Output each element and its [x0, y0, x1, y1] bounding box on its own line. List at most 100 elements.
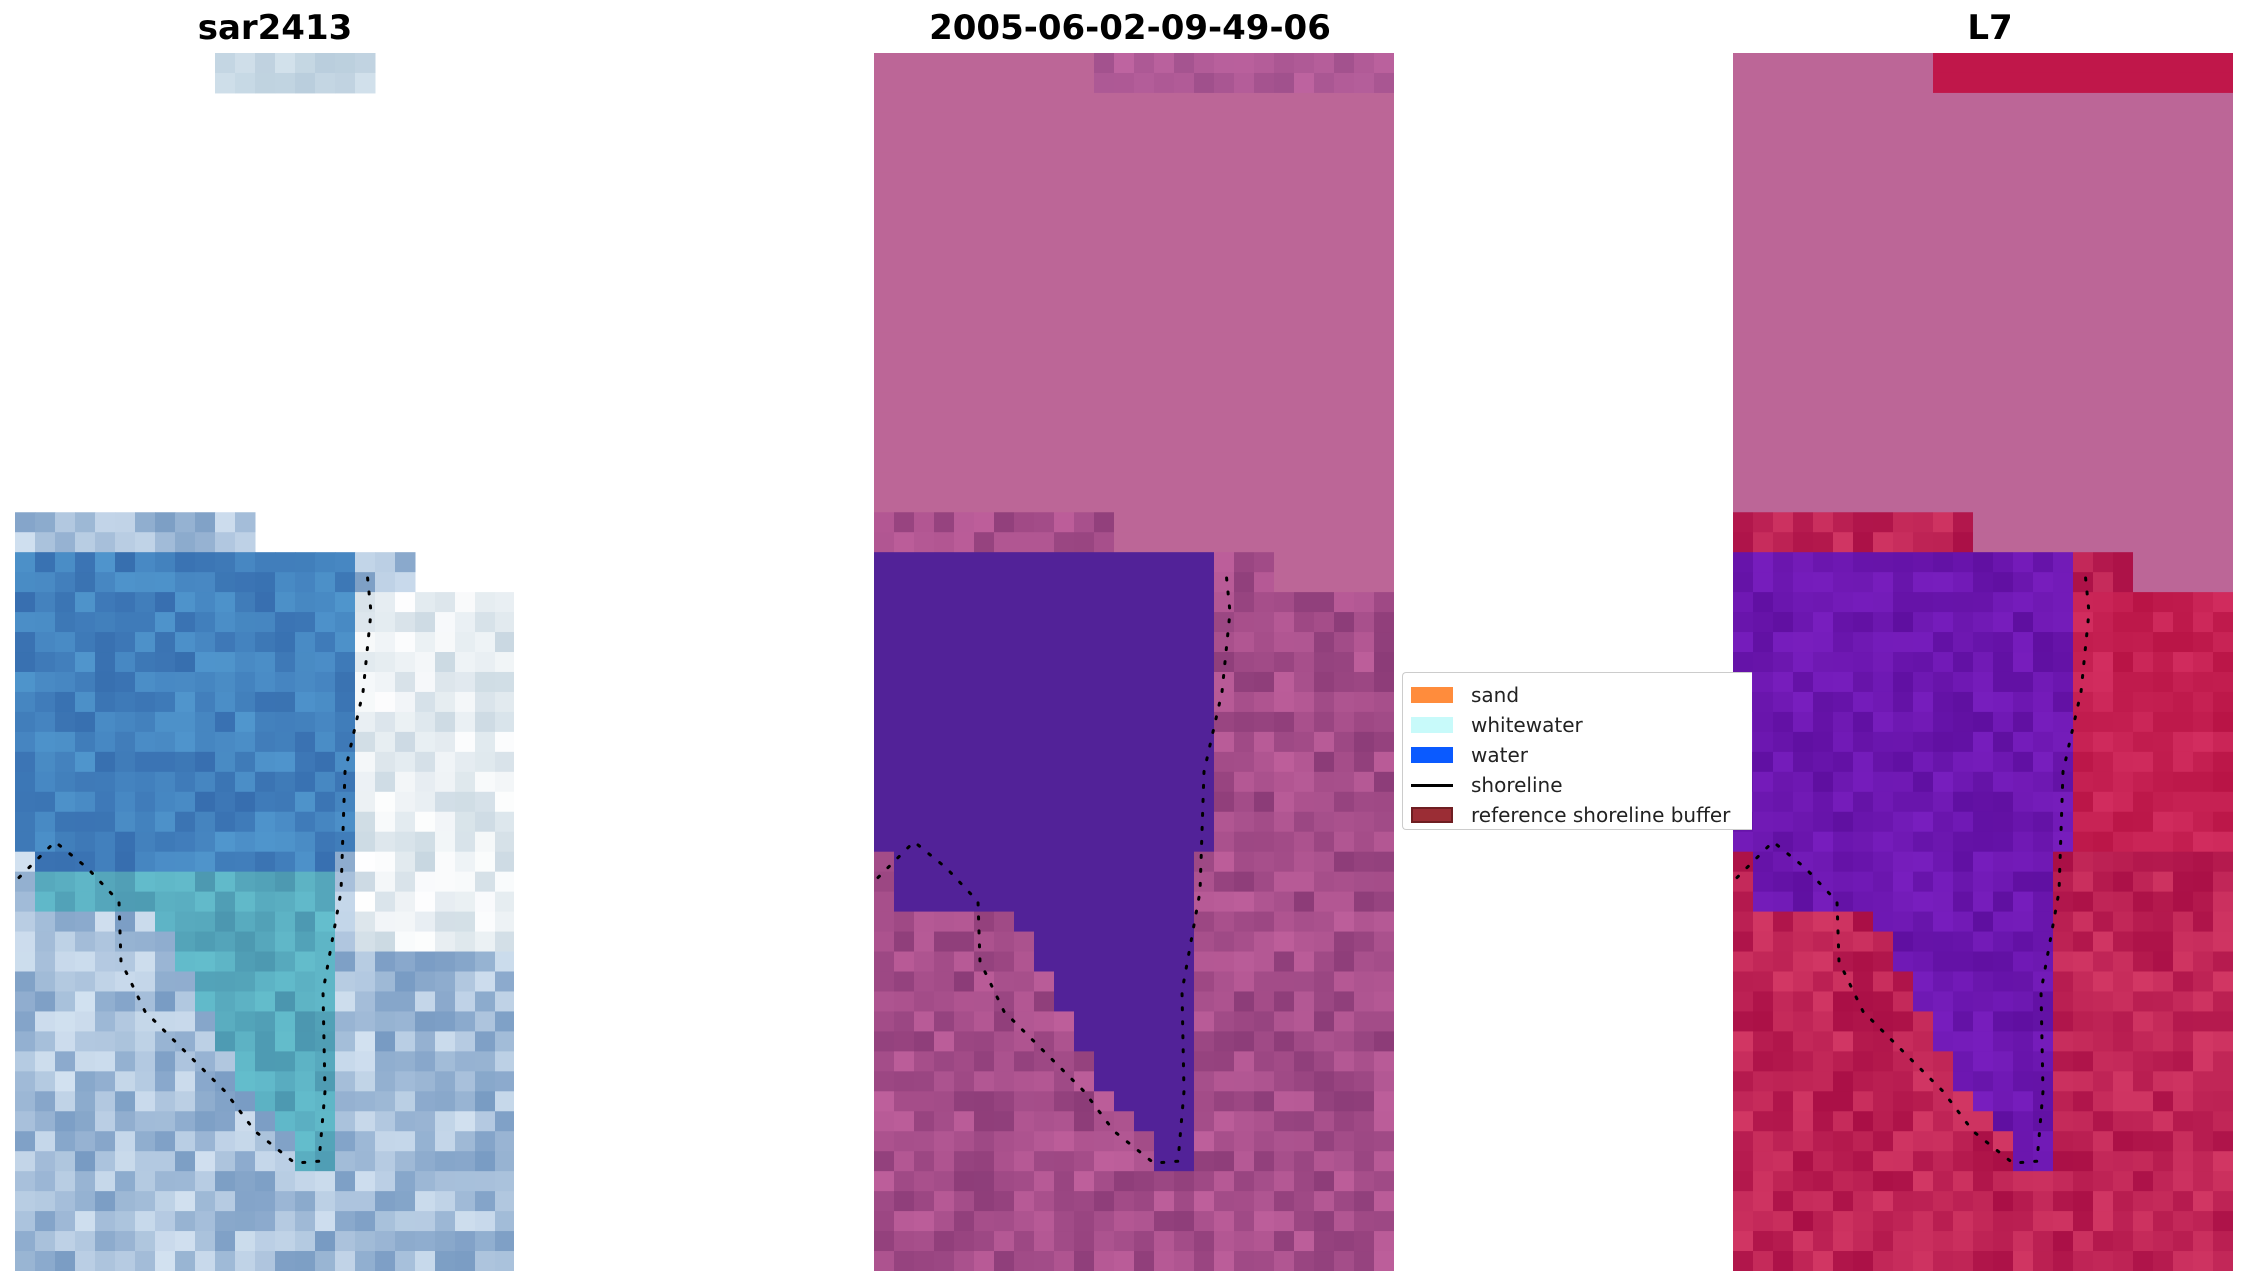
pixel-cell: [894, 1071, 915, 1092]
pixel-cell: [1014, 931, 1035, 953]
pixel-cell: [235, 991, 256, 1012]
pixel-cell: [954, 791, 975, 813]
pixel-cell: [1314, 312, 1335, 334]
pixel-cell: [1873, 1211, 1894, 1232]
pixel-cell: [1953, 53, 1974, 74]
pixel-cell: [1873, 791, 1894, 813]
pixel-cell: [2173, 791, 2194, 813]
pixel-cell: [2193, 1251, 2214, 1271]
pixel-cell: [75, 1071, 96, 1092]
pixel-cell: [275, 911, 296, 933]
pixel-cell: [1274, 92, 1295, 114]
pixel-cell: [1234, 53, 1255, 74]
pixel-cell: [1893, 132, 1914, 154]
pixel-cell: [1094, 212, 1115, 234]
pixel-cell: [15, 1071, 36, 1092]
pixel-cell: [954, 172, 975, 194]
pixel-cell: [874, 1051, 895, 1072]
pixel-cell: [275, 1051, 296, 1072]
pixel-cell: [1294, 112, 1315, 134]
pixel-cell: [195, 971, 216, 992]
pixel-cell: [1174, 851, 1195, 873]
pixel-cell: [1753, 552, 1774, 573]
pixel-cell: [1873, 412, 1894, 433]
pixel-cell: [155, 1051, 176, 1072]
pixel-cell: [2013, 691, 2034, 713]
water-swatch: [1411, 747, 1453, 763]
pixel-cell: [1154, 711, 1175, 733]
pixel-cell: [355, 1251, 376, 1271]
pixel-cell: [1174, 492, 1195, 513]
pixel-cell: [2133, 891, 2154, 913]
pixel-cell: [1334, 1051, 1355, 1072]
pixel-cell: [1953, 711, 1974, 733]
pixel-cell: [55, 572, 76, 593]
pixel-cell: [894, 711, 915, 733]
pixel-cell: [2093, 1231, 2114, 1252]
pixel-cell: [1334, 851, 1355, 873]
pixel-cell: [295, 612, 316, 633]
pixel-cell: [2213, 1091, 2233, 1112]
pixel-cell: [1893, 911, 1914, 933]
pixel-cell: [1793, 731, 1814, 753]
pixel-cell: [55, 1151, 76, 1172]
pixel-cell: [1933, 1071, 1954, 1092]
pixel-cell: [1833, 53, 1854, 74]
pixel-cell: [355, 1131, 376, 1152]
pixel-cell: [1114, 1111, 1135, 1132]
pixel-cell: [195, 552, 216, 573]
pixel-cell: [1274, 831, 1295, 853]
pixel-cell: [1134, 1151, 1155, 1172]
pixel-cell: [315, 612, 336, 633]
pixel-cell: [1294, 851, 1315, 873]
pixel-cell: [1354, 432, 1375, 453]
pixel-cell: [1733, 1031, 1754, 1052]
pixel-cell: [1853, 911, 1874, 933]
pixel-cell: [335, 811, 356, 833]
pixel-cell: [275, 711, 296, 733]
pixel-cell: [375, 831, 396, 853]
pixel-cell: [1873, 691, 1894, 713]
pixel-cell: [75, 891, 96, 913]
pixel-cell: [1354, 831, 1375, 853]
pixel-cell: [1793, 412, 1814, 433]
pixel-cell: [1933, 771, 1954, 793]
pixel-cell: [15, 871, 36, 893]
pixel-cell: [235, 891, 256, 913]
pixel-cell: [1354, 572, 1375, 593]
pixel-cell: [1174, 1071, 1195, 1092]
pixel-cell: [2073, 991, 2094, 1012]
pixel-cell: [2133, 572, 2154, 593]
pixel-cell: [135, 1111, 156, 1132]
pixel-cell: [2053, 552, 2074, 573]
pixel-cell: [1094, 72, 1115, 94]
pixel-cell: [1274, 632, 1295, 653]
pixel-cell: [75, 1211, 96, 1232]
pixel-cell: [2153, 92, 2174, 114]
pixel-cell: [874, 632, 895, 653]
pixel-cell: [1234, 112, 1255, 134]
pixel-cell: [954, 891, 975, 913]
pixel-cell: [1274, 192, 1295, 214]
pixel-cell: [1773, 572, 1794, 593]
pixel-cell: [1254, 791, 1275, 813]
pixel-cell: [1993, 452, 2014, 473]
pixel-cell: [1294, 891, 1315, 913]
pixel-cell: [2193, 232, 2214, 254]
pixel-cell: [1953, 1251, 1974, 1271]
pixel-cell: [974, 1151, 995, 1172]
pixel-cell: [55, 971, 76, 992]
pixel-cell: [1314, 492, 1335, 513]
pixel-cell: [455, 691, 476, 713]
pixel-cell: [1793, 132, 1814, 154]
pixel-cell: [355, 1231, 376, 1252]
pixel-cell: [1154, 811, 1175, 833]
pixel-cell: [1873, 552, 1894, 573]
pixel-cell: [75, 1051, 96, 1072]
pixel-cell: [1094, 971, 1115, 992]
pixel-cell: [1893, 112, 1914, 134]
pixel-cell: [1074, 871, 1095, 893]
pixel-cell: [375, 1151, 396, 1172]
pixel-cell: [1933, 911, 1954, 933]
pixel-cell: [315, 1071, 336, 1092]
